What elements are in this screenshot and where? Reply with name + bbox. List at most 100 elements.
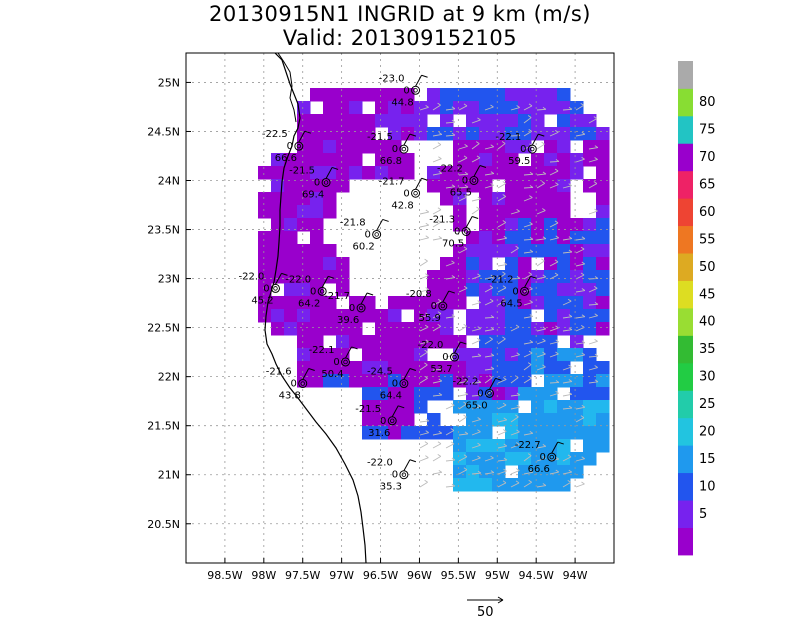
y-tick-label: 23N [158, 273, 180, 286]
longitude-tick-labels: 98.5W 98W 97.5W 97W 96.5W 96W 95.5W 95W 94.5W 94W [207, 569, 587, 582]
station-temp: -21.8 [340, 217, 366, 228]
coastline [264, 53, 367, 563]
colorbar-segment [678, 115, 693, 144]
colorbar-label: 80 [699, 95, 716, 110]
station-value: 65.0 [465, 400, 487, 411]
colorbar-segment [678, 500, 693, 528]
y-tick-label: 23.5N [147, 224, 180, 237]
station-dir: 0 [403, 188, 409, 199]
station-dir: 0 [392, 144, 398, 155]
colorbar-label: 55 [699, 232, 716, 247]
colorbar-segment [678, 445, 693, 474]
station-value: 42.8 [391, 200, 413, 211]
station-temp: -21.3 [429, 215, 455, 226]
station-value: 50.4 [321, 369, 343, 380]
colorbar-label: 50 [699, 260, 716, 275]
station-value: 66.6 [275, 153, 297, 164]
station-value: 64.5 [500, 298, 522, 309]
plot-frame [185, 52, 615, 564]
colorbar-segment [678, 417, 693, 446]
station-dir: 0 [380, 416, 386, 427]
station-value: 59.5 [508, 156, 530, 167]
x-tick-label: 97.5W [285, 569, 320, 582]
colorbar-segment [678, 253, 693, 281]
colorbar-label: 30 [699, 370, 716, 385]
colorbar-segment [678, 280, 693, 309]
station-temp: -21.7 [379, 176, 405, 187]
x-tick-label: 96.5W [363, 569, 398, 582]
station-dir: 0 [462, 176, 468, 187]
station-value: 60.2 [353, 241, 375, 252]
colorbar-label: 5 [699, 507, 707, 522]
map-subtitle: Valid: 201309152105 [282, 26, 518, 50]
station-dir: 0 [287, 141, 293, 152]
y-tick-label: 22.5N [147, 322, 180, 335]
station-value: 65.5 [450, 188, 472, 199]
wind-speed-field [258, 88, 610, 492]
station-value: 35.3 [380, 482, 402, 493]
x-tick-label: 94W [563, 569, 588, 582]
station-temp: -21.6 [266, 367, 292, 378]
station-dir: 0 [512, 286, 518, 297]
colorbar-segment [678, 198, 693, 227]
station-temp: -20.8 [406, 289, 432, 300]
station-value: 55.9 [419, 313, 441, 324]
colorbar-segment [678, 390, 693, 419]
station-dir: 0 [314, 177, 320, 188]
colorbar-label: 35 [699, 342, 716, 357]
station-temp: -24.5 [367, 367, 393, 378]
y-tick-label: 21.5N [147, 420, 180, 433]
station-value: 64.2 [298, 298, 320, 309]
reference-vector-label: 50 [477, 605, 494, 618]
x-tick-label: 98W [251, 569, 276, 582]
colorbar-segment [678, 472, 693, 501]
station-dir: 0 [442, 352, 448, 363]
wind-vectors [419, 102, 599, 488]
station-dir: 0 [291, 379, 297, 390]
station-temp: -21.5 [355, 404, 381, 415]
station-dir: 0 [310, 286, 316, 297]
station-temp: -22.5 [262, 129, 288, 140]
station-temp: -21.5 [367, 132, 393, 143]
station-dir: 0 [333, 357, 339, 368]
y-tick-label: 21N [158, 469, 180, 482]
station-dir: 0 [364, 229, 370, 240]
y-tick-label: 24N [158, 175, 180, 188]
station-value: 44.8 [391, 97, 413, 108]
station-value: 64.4 [380, 391, 402, 402]
colorbar-label: 45 [699, 287, 716, 302]
colorbar-label: 10 [699, 479, 716, 494]
colorbar-segment [678, 308, 693, 336]
y-tick-label: 24.5N [147, 125, 180, 138]
station-dir: 0 [520, 144, 526, 155]
colorbar-label: 40 [699, 315, 716, 330]
colorbar-label: 65 [699, 178, 716, 193]
station-markers: -23.0044.8-22.5066.6-21.5066.8-22.1059.5… [239, 73, 564, 493]
station-temp: -22.7 [515, 440, 541, 451]
station-dir: 0 [263, 283, 269, 294]
colorbar-segment [678, 88, 693, 117]
station-temp: -22.2 [453, 376, 479, 387]
station-temp: -22.2 [437, 164, 463, 175]
station-temp: -21.7 [324, 291, 350, 302]
station-value: 69.4 [302, 189, 324, 200]
station-value: 45.2 [251, 295, 273, 306]
station-dir: 0 [477, 388, 483, 399]
latitude-tick-labels: 25N 24.5N 24N 23.5N 23N 22.5N 22N 21.5N 21N 20.5N [147, 76, 180, 530]
station-value: 31.6 [368, 428, 390, 439]
station-value: 39.6 [337, 315, 359, 326]
colorbar-label: 20 [699, 425, 716, 440]
station-dir: 0 [540, 452, 546, 463]
station-value: 43.8 [279, 391, 301, 402]
